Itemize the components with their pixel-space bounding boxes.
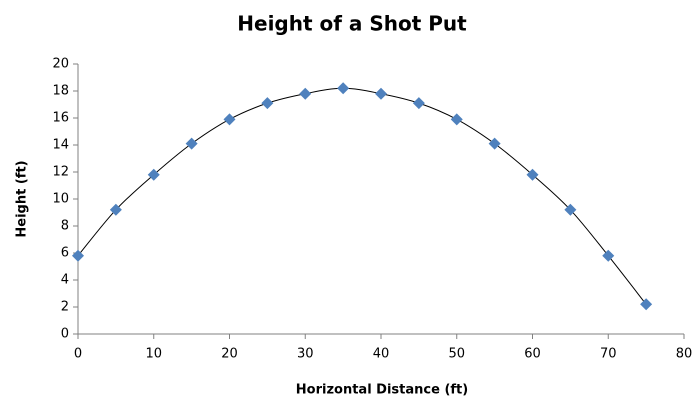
point [109, 203, 122, 216]
y-tick-label: 16 [52, 111, 69, 126]
y-tick-label: 4 [61, 273, 69, 288]
x-tick-label: 60 [524, 347, 541, 362]
point [223, 113, 236, 126]
y-tick-label: 6 [61, 246, 69, 261]
y-tick-label: 0 [61, 327, 69, 342]
point [412, 97, 425, 110]
point [564, 203, 577, 216]
point [299, 87, 312, 100]
y-tick-label: 14 [52, 138, 69, 153]
x-axis-title: Horizontal Distance (ft) [296, 383, 468, 398]
y-tick-label: 18 [52, 84, 69, 99]
trendline [77, 87, 647, 305]
point [450, 113, 463, 126]
point [640, 298, 653, 311]
x-tick-label: 0 [74, 347, 82, 362]
point [488, 137, 501, 150]
x-tick-label: 10 [145, 347, 162, 362]
point [147, 168, 160, 181]
x-tick-label: 50 [448, 347, 465, 362]
y-axis-title: Height (ft) [15, 160, 30, 237]
point [602, 249, 615, 262]
point [526, 168, 539, 181]
point [375, 87, 387, 100]
y-tick-label: 20 [52, 57, 69, 72]
point [72, 249, 84, 262]
y-tick-label: 8 [61, 219, 69, 234]
point [337, 82, 350, 95]
x-tick-label: 80 [676, 347, 693, 362]
x-tick-label: 70 [600, 347, 617, 362]
point [261, 97, 274, 110]
y-tick-label: 10 [52, 192, 69, 207]
x-tick-label: 20 [221, 347, 238, 362]
y-tick-label: 2 [61, 300, 69, 315]
x-tick-label: 40 [373, 347, 390, 362]
point [185, 137, 198, 150]
x-tick-label: 30 [297, 347, 314, 362]
chart-title: Height of a Shot Put [237, 12, 467, 36]
y-tick-label: 12 [52, 165, 69, 180]
